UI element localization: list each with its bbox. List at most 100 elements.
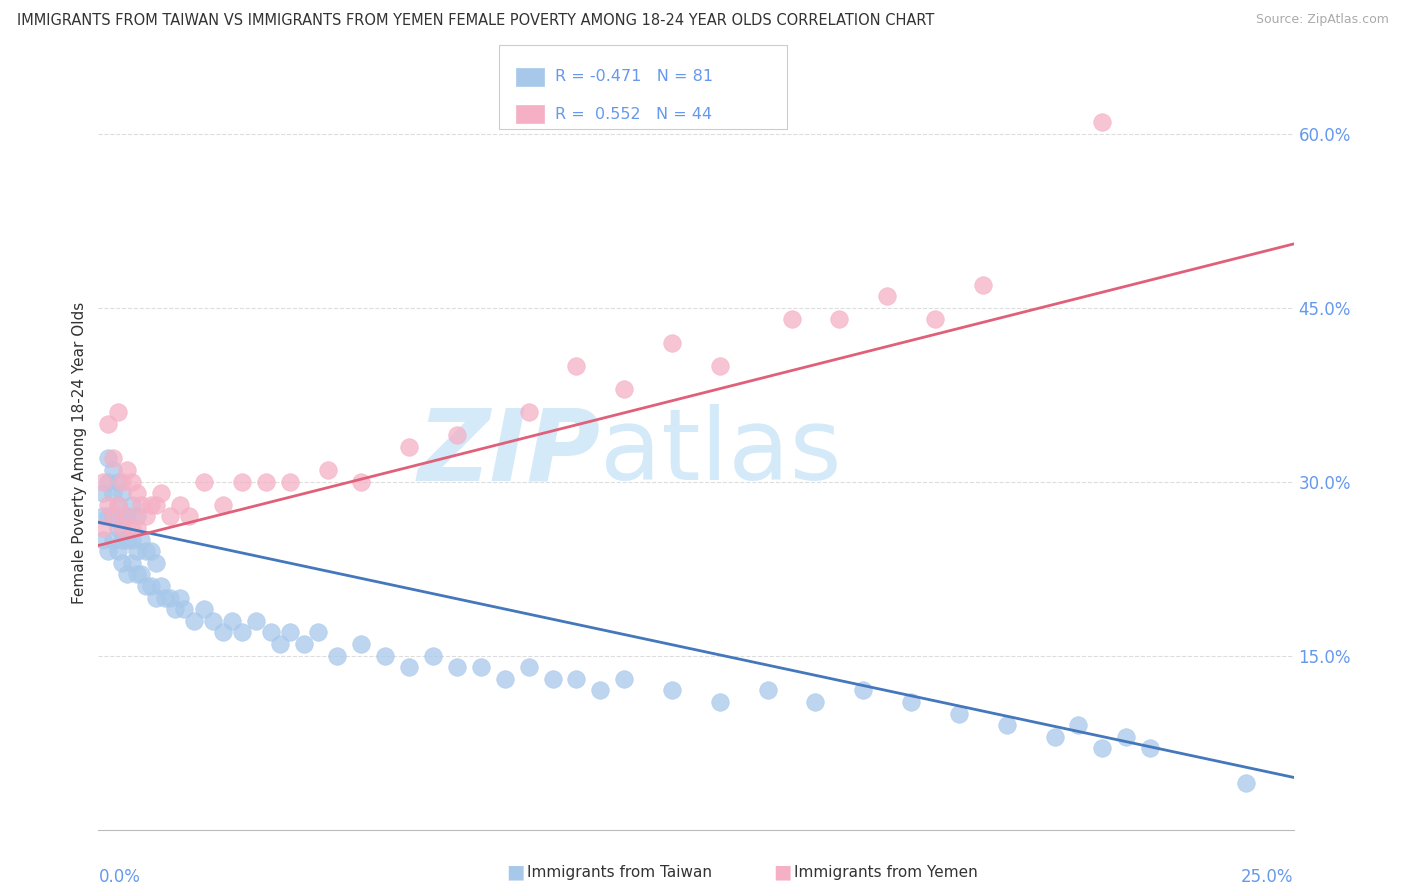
Point: [135, 544, 157, 558]
Point: [121, 533, 143, 547]
Point: [231, 475, 253, 489]
Point: [613, 672, 636, 686]
Point: [101, 533, 124, 547]
Point: [780, 312, 803, 326]
Text: ZIP: ZIP: [418, 404, 600, 501]
Point: [111, 475, 134, 489]
Point: [121, 475, 143, 489]
Point: [1067, 718, 1090, 732]
Point: [269, 637, 291, 651]
Point: [221, 614, 243, 628]
Point: [876, 289, 898, 303]
Point: [972, 277, 994, 292]
Point: [139, 579, 162, 593]
Point: [948, 706, 970, 721]
Text: 0.0%: 0.0%: [98, 869, 141, 887]
Point: [193, 475, 215, 489]
Point: [107, 498, 129, 512]
Point: [709, 359, 731, 373]
Text: R = -0.471   N = 81: R = -0.471 N = 81: [555, 70, 713, 85]
Point: [183, 614, 205, 628]
Point: [211, 498, 233, 512]
Point: [91, 509, 114, 524]
Point: [565, 672, 588, 686]
Point: [115, 509, 138, 524]
Point: [828, 312, 851, 326]
Point: [613, 382, 636, 396]
Point: [259, 625, 281, 640]
Point: [709, 695, 731, 709]
Point: [125, 544, 148, 558]
Point: [131, 498, 153, 512]
Point: [131, 567, 153, 582]
Point: [97, 417, 120, 431]
Point: [145, 498, 167, 512]
Point: [254, 475, 277, 489]
Point: [155, 591, 177, 605]
Point: [115, 533, 138, 547]
Point: [1234, 776, 1257, 790]
Text: Immigrants from Yemen: Immigrants from Yemen: [794, 865, 979, 880]
Point: [470, 660, 492, 674]
Point: [1091, 115, 1114, 129]
Point: [350, 475, 373, 489]
Y-axis label: Female Poverty Among 18-24 Year Olds: Female Poverty Among 18-24 Year Olds: [72, 301, 87, 604]
Point: [121, 498, 143, 512]
Point: [852, 683, 875, 698]
Point: [211, 625, 233, 640]
Text: 25.0%: 25.0%: [1241, 869, 1294, 887]
Text: R =  0.552   N = 44: R = 0.552 N = 44: [555, 106, 713, 121]
Point: [97, 498, 120, 512]
Point: [139, 544, 162, 558]
Point: [661, 683, 683, 698]
Point: [661, 335, 683, 350]
Point: [101, 509, 124, 524]
Point: [422, 648, 444, 663]
Point: [101, 463, 124, 477]
Point: [292, 637, 315, 651]
Point: [350, 637, 373, 651]
Point: [202, 614, 225, 628]
Point: [131, 533, 153, 547]
Point: [756, 683, 779, 698]
Point: [115, 567, 138, 582]
Point: [111, 486, 134, 500]
Point: [169, 591, 191, 605]
Point: [163, 602, 186, 616]
Point: [398, 440, 420, 454]
Point: [101, 486, 124, 500]
Point: [107, 405, 129, 419]
Point: [565, 359, 588, 373]
Text: Immigrants from Taiwan: Immigrants from Taiwan: [527, 865, 713, 880]
Point: [231, 625, 253, 640]
Point: [91, 486, 114, 500]
Point: [107, 475, 129, 489]
Point: [159, 509, 181, 524]
Text: Source: ZipAtlas.com: Source: ZipAtlas.com: [1256, 13, 1389, 27]
Point: [326, 648, 349, 663]
Point: [91, 533, 114, 547]
Text: IMMIGRANTS FROM TAIWAN VS IMMIGRANTS FROM YEMEN FEMALE POVERTY AMONG 18-24 YEAR : IMMIGRANTS FROM TAIWAN VS IMMIGRANTS FRO…: [17, 13, 934, 29]
Text: ■: ■: [506, 863, 524, 882]
Point: [135, 579, 157, 593]
Point: [97, 475, 120, 489]
Point: [278, 475, 301, 489]
Point: [924, 312, 946, 326]
Point: [107, 498, 129, 512]
Point: [316, 463, 339, 477]
Point: [107, 521, 129, 535]
Point: [804, 695, 827, 709]
Point: [193, 602, 215, 616]
Point: [115, 509, 138, 524]
Point: [1115, 730, 1137, 744]
Point: [125, 486, 148, 500]
Point: [159, 591, 181, 605]
Point: [1139, 741, 1161, 756]
Point: [91, 475, 114, 489]
Point: [541, 672, 564, 686]
Point: [245, 614, 267, 628]
Point: [1091, 741, 1114, 756]
Point: [1043, 730, 1066, 744]
Point: [179, 509, 201, 524]
Point: [111, 521, 134, 535]
